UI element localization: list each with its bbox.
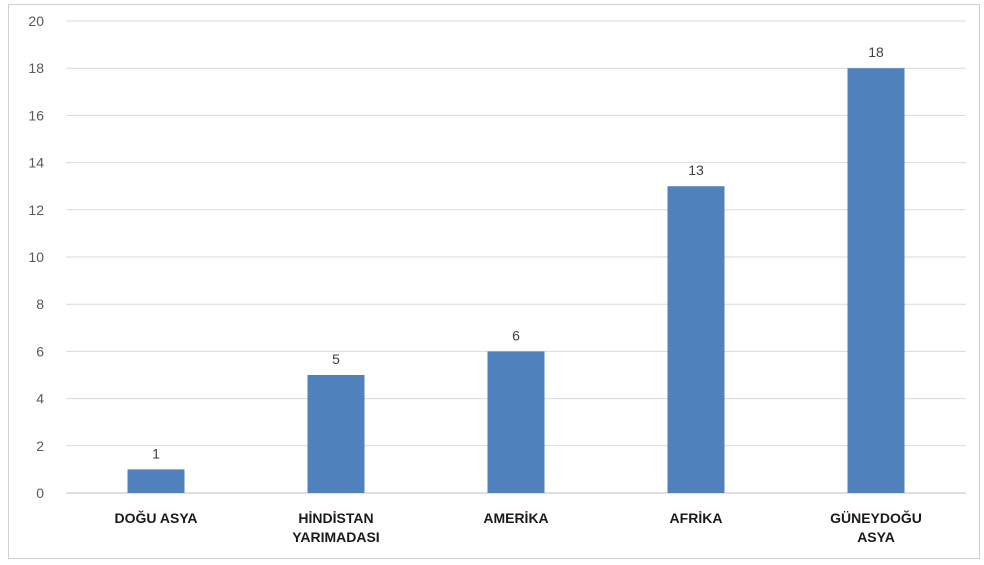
category-label: HİNDİSTAN YARIMADASI bbox=[292, 510, 379, 545]
category-label: GÜNEYDOĞU ASYA bbox=[830, 509, 922, 545]
data-label: 13 bbox=[688, 162, 704, 178]
bar bbox=[307, 375, 365, 493]
bar bbox=[847, 68, 905, 493]
y-axis-ticks: 0 2 4 6 8 10 12 14 16 18 20 bbox=[28, 13, 44, 501]
category-label: AMERİKA bbox=[483, 510, 548, 526]
category-label: AFRİKA bbox=[670, 510, 723, 526]
y-tick-label: 8 bbox=[36, 296, 44, 312]
y-tick-label: 4 bbox=[36, 391, 44, 407]
y-tick-label: 18 bbox=[28, 60, 44, 76]
gridlines bbox=[66, 20, 966, 494]
data-label: 6 bbox=[512, 327, 520, 343]
data-labels: 1 5 6 13 18 bbox=[152, 44, 884, 461]
y-tick-label: 6 bbox=[36, 343, 44, 359]
y-tick-label: 10 bbox=[28, 249, 44, 265]
category-labels: DOĞU ASYA HİNDİSTAN YARIMADASI AMERİKA AFRİK… bbox=[115, 509, 922, 545]
bars bbox=[127, 68, 905, 493]
data-label: 5 bbox=[332, 351, 340, 367]
data-label: 1 bbox=[152, 445, 160, 461]
y-tick-label: 2 bbox=[36, 438, 44, 454]
y-tick-label: 12 bbox=[28, 202, 44, 218]
data-label: 18 bbox=[868, 44, 884, 60]
y-tick-label: 14 bbox=[28, 155, 44, 171]
category-label: DOĞU ASYA bbox=[115, 509, 198, 526]
y-tick-label: 16 bbox=[28, 107, 44, 123]
y-tick-label: 20 bbox=[28, 13, 44, 29]
y-tick-label: 0 bbox=[36, 485, 44, 501]
bar bbox=[127, 469, 185, 493]
bar bbox=[487, 351, 545, 493]
bar bbox=[667, 186, 725, 493]
